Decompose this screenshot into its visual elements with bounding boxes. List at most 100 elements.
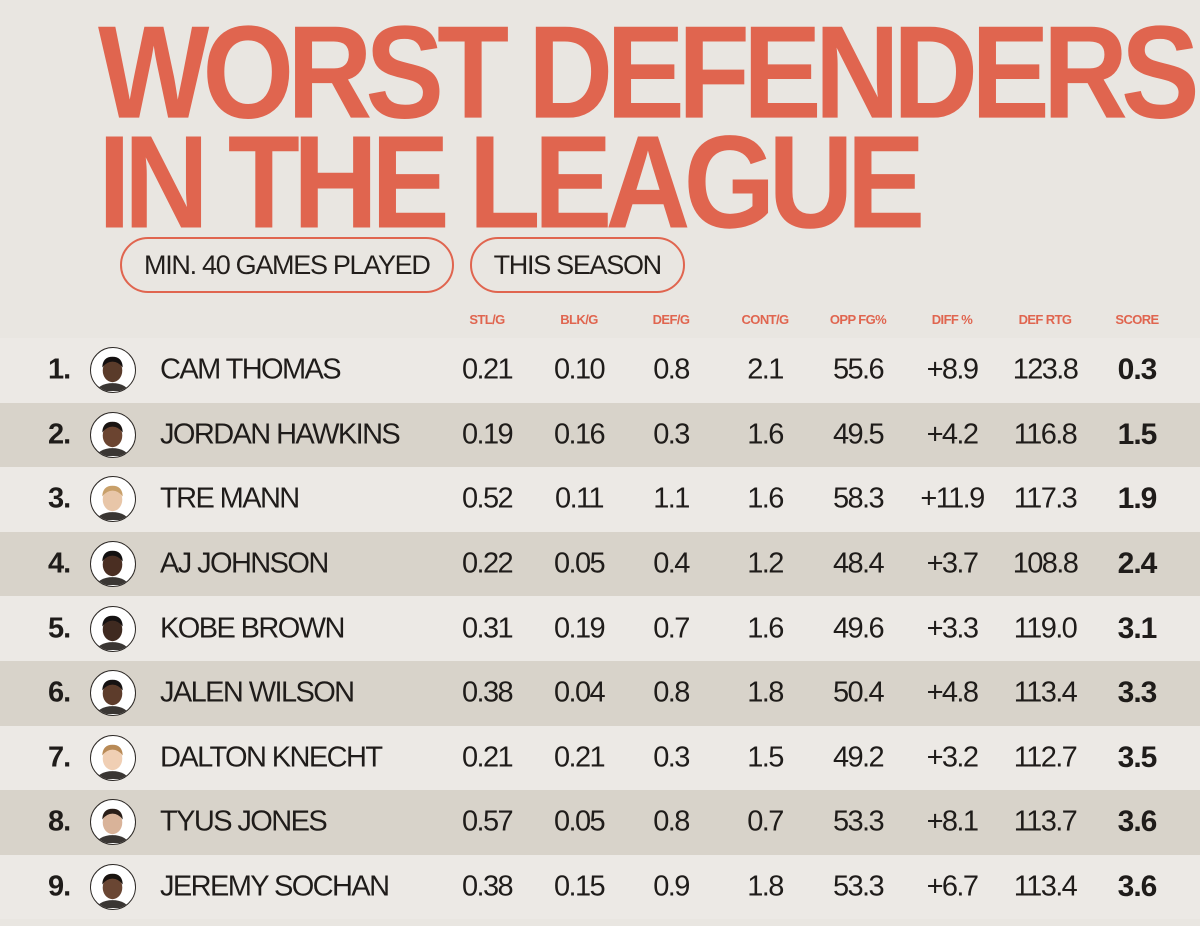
def-rtg-value: 117.3 [1013, 482, 1078, 515]
cont-value: 2.1 [747, 353, 784, 386]
def-value: 0.7 [653, 612, 690, 645]
diff-value: +8.1 [926, 805, 979, 838]
table-row[interactable]: 5. KOBE BROWN 0.31 0.19 0.7 1.6 49.6 +3.3 119.0 3… [0, 596, 1200, 661]
rank-number: 5. [48, 612, 71, 645]
stl-value: 0.19 [461, 418, 514, 451]
player-headshot-icon [90, 734, 136, 781]
blk-value: 0.15 [553, 870, 606, 903]
column-header-def: DEF/G [652, 312, 690, 327]
table-body: 1. CAM THOMAS 0.21 0.10 0.8 2.1 55.6 +8.9 123.8 0… [0, 338, 1200, 920]
def-value: 0.4 [653, 547, 690, 580]
score-value: 3.3 [1117, 676, 1158, 710]
column-header-stl: STL/G [469, 312, 505, 327]
diff-value: +3.7 [926, 547, 979, 580]
def-value: 0.8 [653, 676, 690, 709]
opp-fg-value: 53.3 [832, 805, 885, 838]
diff-value: +8.9 [926, 353, 979, 386]
def-rtg-value: 113.4 [1013, 870, 1078, 903]
player-name: TRE MANN [160, 482, 300, 515]
diff-value: +3.3 [926, 612, 979, 645]
table-row[interactable]: 1. CAM THOMAS 0.21 0.10 0.8 2.1 55.6 +8.9 123.8 0… [0, 338, 1200, 403]
table-row[interactable]: 8. TYUS JONES 0.57 0.05 0.8 0.7 53.3 +8.1 113.7 3… [0, 790, 1200, 855]
diff-value: +3.2 [926, 741, 979, 774]
stl-value: 0.38 [461, 870, 514, 903]
column-header-diff: DIFF % [931, 312, 973, 327]
stl-value: 0.21 [461, 741, 514, 774]
rank-number: 1. [48, 353, 71, 386]
rank-number: 8. [48, 805, 71, 838]
stl-value: 0.21 [461, 353, 514, 386]
blk-value: 0.21 [553, 741, 606, 774]
stats-table: STL/G BLK/G DEF/G CONT/G OPP FG% DIFF % … [0, 306, 1200, 920]
column-header-cont: CONT/G [741, 312, 790, 327]
stl-value: 0.38 [461, 676, 514, 709]
score-value: 3.5 [1117, 740, 1158, 774]
player-headshot-icon [90, 476, 136, 523]
stl-value: 0.31 [461, 612, 514, 645]
def-value: 1.1 [653, 482, 690, 515]
opp-fg-value: 49.2 [832, 741, 885, 774]
score-value: 2.4 [1117, 547, 1158, 581]
score-value: 3.6 [1117, 805, 1158, 839]
table-row[interactable]: 3. TRE MANN 0.52 0.11 1.1 1.6 58.3 +11.9 117.3 1.… [0, 467, 1200, 532]
opp-fg-value: 55.6 [832, 353, 885, 386]
blk-value: 0.19 [553, 612, 606, 645]
blk-value: 0.16 [553, 418, 606, 451]
diff-value: +11.9 [920, 482, 985, 515]
filter-pill-this-season[interactable]: THIS SEASON [469, 237, 685, 293]
cont-value: 1.8 [747, 870, 784, 903]
stl-value: 0.52 [461, 482, 514, 515]
def-value: 0.8 [653, 353, 690, 386]
diff-value: +4.8 [926, 676, 979, 709]
table-row[interactable]: 6. JALEN WILSON 0.38 0.04 0.8 1.8 50.4 +4.8 113.… [0, 660, 1200, 726]
rank-number: 9. [48, 870, 71, 903]
table-row[interactable]: 7. DALTON KNECHT 0.21 0.21 0.3 1.5 49.2 +3.2 112… [0, 725, 1200, 791]
diff-value: +4.2 [926, 418, 979, 451]
opp-fg-value: 53.3 [832, 870, 885, 903]
def-value: 0.8 [653, 805, 690, 838]
score-value: 1.9 [1117, 482, 1158, 516]
filter-pills: MIN. 40 GAMES PLAYED THIS SEASON [120, 237, 685, 293]
blk-value: 0.05 [553, 805, 606, 838]
player-name: CAM THOMAS [160, 353, 342, 386]
player-name: TYUS JONES [160, 805, 328, 838]
rank-number: 2. [48, 418, 71, 451]
table-row[interactable]: 2. JORDAN HAWKINS 0.19 0.16 0.3 1.6 49.5 +4.2 11… [0, 402, 1200, 468]
filter-pill-min-games[interactable]: MIN. 40 GAMES PLAYED [120, 237, 454, 293]
def-value: 0.9 [653, 870, 690, 903]
rank-number: 7. [48, 741, 71, 774]
column-header-blk: BLK/G [560, 312, 598, 327]
stl-value: 0.57 [461, 805, 514, 838]
opp-fg-value: 49.5 [832, 418, 885, 451]
column-header-opp-fg: OPP FG% [829, 312, 887, 327]
player-name: KOBE BROWN [160, 612, 345, 645]
cont-value: 1.6 [747, 612, 784, 645]
player-name: DALTON KNECHT [160, 741, 383, 774]
table-row[interactable]: 4. AJ JOHNSON 0.22 0.05 0.4 1.2 48.4 +3.7 108.8 2… [0, 531, 1200, 597]
stl-value: 0.22 [461, 547, 514, 580]
def-rtg-value: 108.8 [1012, 547, 1079, 580]
def-value: 0.3 [653, 418, 690, 451]
def-rtg-value: 112.7 [1013, 741, 1078, 774]
table-header: STL/G BLK/G DEF/G CONT/G OPP FG% DIFF % … [0, 306, 1200, 338]
opp-fg-value: 58.3 [832, 482, 885, 515]
player-headshot-icon [90, 605, 136, 652]
def-value: 0.3 [653, 741, 690, 774]
cont-value: 1.5 [747, 741, 784, 774]
rank-number: 6. [48, 676, 71, 709]
def-rtg-value: 123.8 [1012, 353, 1079, 386]
blk-value: 0.10 [553, 353, 606, 386]
page-title: WORST DEFENDERS IN THE LEAGUE [98, 7, 1200, 249]
player-headshot-icon [90, 411, 136, 458]
cont-value: 1.8 [747, 676, 784, 709]
score-value: 3.1 [1117, 611, 1158, 645]
column-header-score: SCORE [1115, 312, 1159, 327]
table-row[interactable]: 9. JEREMY SOCHAN 0.38 0.15 0.9 1.8 53.3 +6.7 113… [0, 854, 1200, 920]
player-headshot-icon [90, 347, 136, 394]
player-name: JALEN WILSON [160, 676, 355, 709]
rank-number: 3. [48, 482, 71, 515]
opp-fg-value: 50.4 [832, 676, 885, 709]
player-headshot-icon [90, 670, 136, 717]
diff-value: +6.7 [926, 870, 979, 903]
cont-value: 1.6 [747, 418, 784, 451]
